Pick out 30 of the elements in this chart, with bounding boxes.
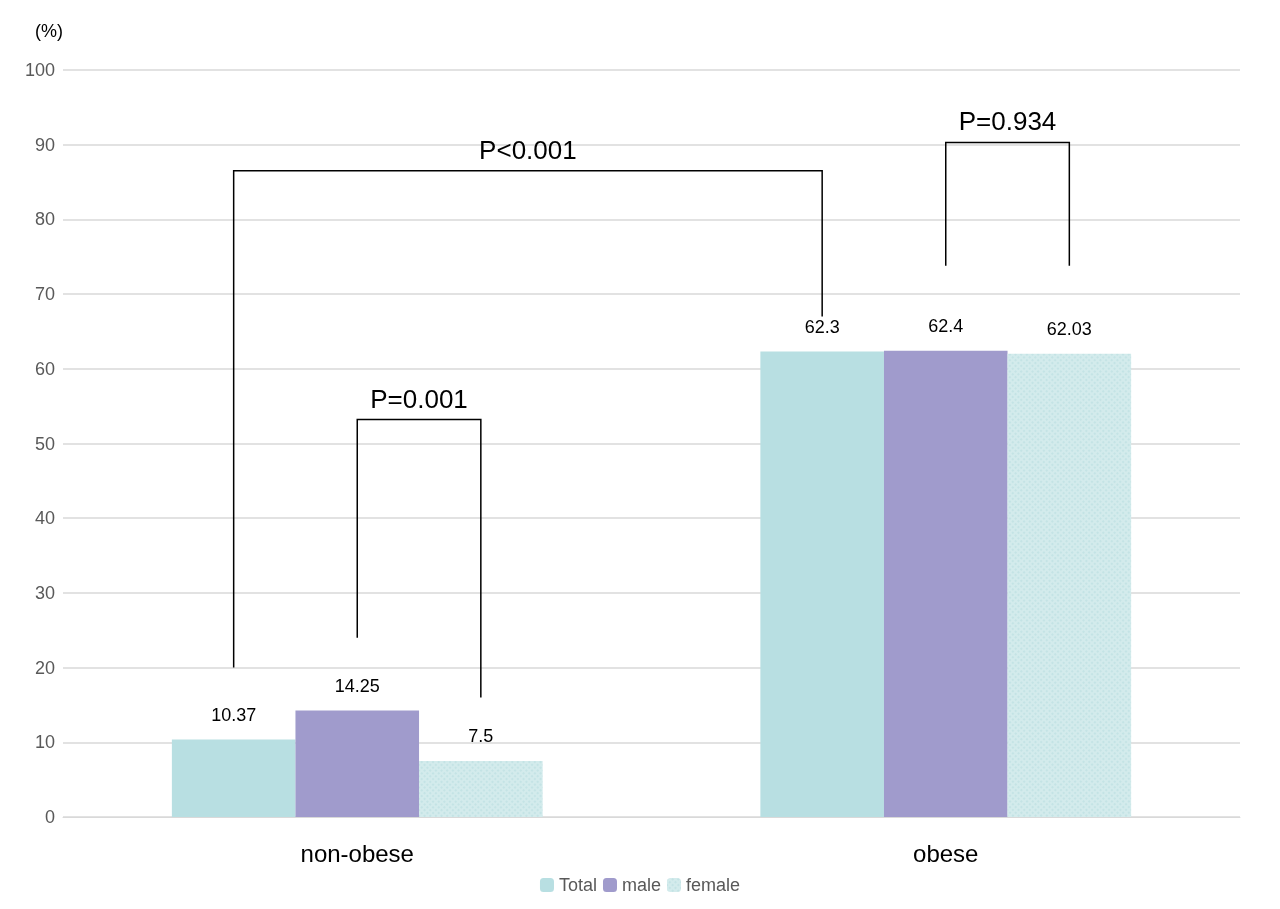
bar bbox=[171, 739, 296, 817]
bar bbox=[295, 710, 420, 817]
legend-label: female bbox=[686, 875, 741, 895]
annotation: P<0.001 bbox=[479, 134, 577, 165]
data-label: 62.4 bbox=[928, 315, 964, 336]
y-tick-label: 10 bbox=[34, 732, 55, 753]
legend-label: male bbox=[621, 875, 662, 895]
data-label: 10.37 bbox=[211, 704, 257, 725]
data-label: 62.3 bbox=[804, 316, 840, 337]
y-tick-label: 70 bbox=[34, 284, 55, 305]
y-axis-title: (%) bbox=[35, 21, 63, 41]
data-label: 7.5 bbox=[468, 725, 494, 746]
y-tick-label: 90 bbox=[34, 134, 55, 155]
y-tick-label: 40 bbox=[34, 508, 55, 529]
x-tick-label: obese bbox=[913, 839, 979, 867]
annotation: P=0.001 bbox=[370, 383, 468, 414]
bar bbox=[883, 350, 1008, 817]
legend-label: Total bbox=[558, 875, 597, 895]
y-tick-label: 50 bbox=[34, 433, 55, 454]
y-tick-label: 60 bbox=[34, 358, 55, 379]
y-tick-label: 30 bbox=[34, 582, 55, 603]
y-tick-label: 20 bbox=[34, 657, 55, 678]
annotation: P=0.934 bbox=[958, 106, 1057, 137]
y-tick-label: 100 bbox=[24, 60, 55, 80]
data-label: 62.03 bbox=[1046, 318, 1092, 339]
x-tick-label: non-obese bbox=[300, 839, 414, 867]
data-label: 14.25 bbox=[334, 675, 380, 696]
y-tick-label: 0 bbox=[44, 807, 55, 827]
y-tick-label: 80 bbox=[34, 209, 55, 230]
bar bbox=[760, 351, 884, 817]
